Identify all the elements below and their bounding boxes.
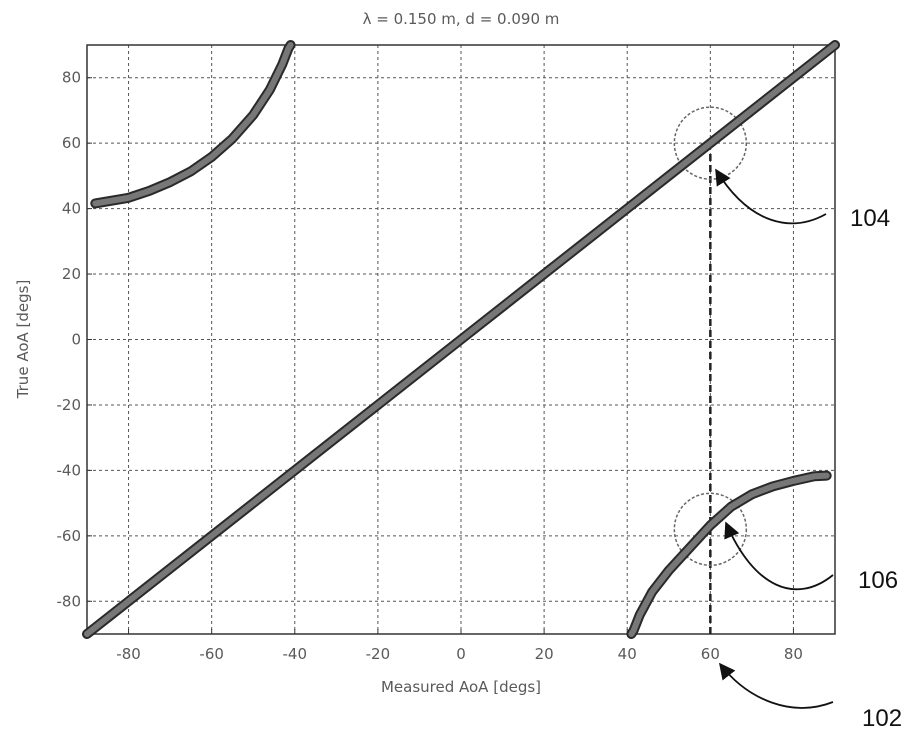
y-tick-label: -20 xyxy=(57,396,82,414)
series-1-line xyxy=(84,42,838,637)
highlight-circle-2 xyxy=(673,492,748,567)
y-tick-label: -60 xyxy=(57,527,82,545)
series-3-line xyxy=(628,472,830,637)
series-3-outline xyxy=(626,470,832,639)
y-tick-label: 80 xyxy=(62,69,81,87)
annotation-arrow-106 xyxy=(724,521,834,591)
series-2-line xyxy=(92,42,294,207)
y-tick-label: -80 xyxy=(57,592,82,610)
x-tick-label: -60 xyxy=(199,645,224,663)
markers xyxy=(673,106,748,634)
annotation-label-104: 104 xyxy=(850,205,890,232)
x-tick-label: 80 xyxy=(784,645,803,663)
x-tick-label: 60 xyxy=(701,645,720,663)
highlight-circle-1 xyxy=(673,106,748,180)
x-tick-label: -20 xyxy=(366,645,391,663)
x-tick-label: -80 xyxy=(116,645,141,663)
y-tick-label: 40 xyxy=(62,200,81,218)
chart-title: λ = 0.150 m, d = 0.090 m xyxy=(363,10,560,28)
y-tick-label: 20 xyxy=(62,265,81,283)
annotation-arrow-104 xyxy=(715,168,827,225)
y-axis-label: True AoA [degs] xyxy=(14,280,32,400)
annotation-arrow-102 xyxy=(719,662,834,709)
x-tick-labels: -80 -60 -40 -20 0 20 40 60 80 xyxy=(116,629,803,663)
annotation-label-106: 106 xyxy=(858,567,898,594)
x-axis-label: Measured AoA [degs] xyxy=(381,678,541,696)
x-tick-label: 0 xyxy=(456,645,466,663)
series-2-outline xyxy=(90,40,296,209)
y-tick-label: -40 xyxy=(57,461,82,479)
y-tick-labels: -80 -60 -40 -20 0 20 40 60 80 xyxy=(57,69,92,610)
x-tick-label: -40 xyxy=(283,645,308,663)
x-tick-label: 40 xyxy=(618,645,637,663)
y-tick-label: 0 xyxy=(71,331,81,349)
grid xyxy=(87,45,835,634)
series-group xyxy=(82,40,840,639)
annotations: 104 106 102 xyxy=(715,168,902,732)
y-tick-label: 60 xyxy=(62,134,81,152)
x-tick-label: 20 xyxy=(535,645,554,663)
annotation-label-102: 102 xyxy=(862,705,902,732)
